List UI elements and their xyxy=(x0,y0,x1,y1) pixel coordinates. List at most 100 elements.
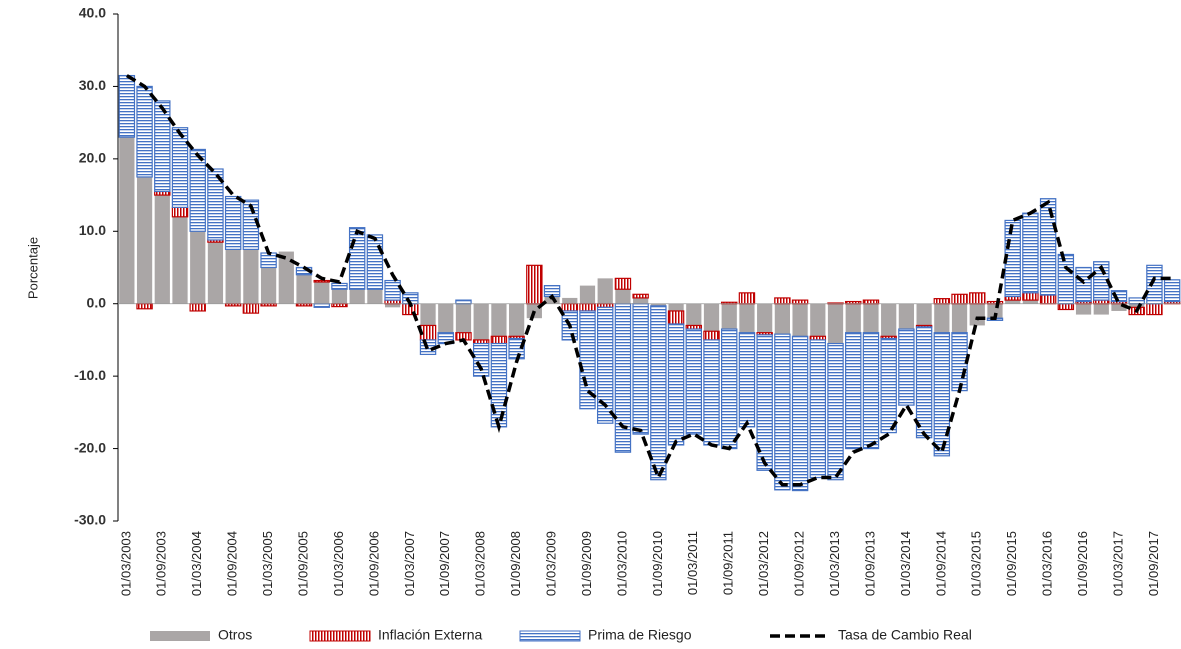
bar-segment xyxy=(916,303,932,326)
bar-segment xyxy=(1022,212,1039,294)
x-tick-label: 01/03/2007 xyxy=(402,531,417,596)
bar-segment xyxy=(703,303,720,332)
x-tick-label: 01/03/2003 xyxy=(118,531,133,596)
bar-segment xyxy=(331,303,348,308)
bar-segment xyxy=(171,206,189,218)
bar-segment xyxy=(667,310,685,325)
bar-segment xyxy=(987,303,1003,319)
y-tick-label: 0.0 xyxy=(87,294,107,310)
bar-segment xyxy=(366,234,384,290)
bar-segment xyxy=(1128,297,1145,305)
bar-segment xyxy=(791,299,809,305)
bar-segment xyxy=(1005,300,1021,304)
bar-segment xyxy=(438,303,454,333)
x-tick-label: 01/09/2009 xyxy=(579,531,594,596)
bar-segment xyxy=(313,303,330,308)
bar-segment xyxy=(562,297,578,304)
bar-segment xyxy=(881,303,897,337)
bar-segment xyxy=(1163,279,1181,303)
x-tick-label: 01/03/2006 xyxy=(331,531,346,596)
bar-segment xyxy=(473,303,489,340)
x-tick-label: 01/09/2011 xyxy=(721,531,736,595)
bar-segment xyxy=(668,303,684,311)
y-tick-label: -30.0 xyxy=(74,512,106,528)
legend-label: Inflación Externa xyxy=(378,627,482,643)
bar-segment xyxy=(136,176,153,304)
bar-segment xyxy=(650,305,667,481)
bar-segment xyxy=(845,303,861,333)
legend-swatch xyxy=(519,630,581,642)
bar-segment xyxy=(1129,303,1145,308)
bar-segment xyxy=(721,303,737,330)
bar-segment xyxy=(296,274,312,304)
bar-segment xyxy=(384,279,401,301)
bar-segment xyxy=(1093,303,1109,315)
x-tick-label: 01/09/2014 xyxy=(933,531,948,596)
bar-segment xyxy=(579,310,596,410)
bar-segment xyxy=(1022,300,1039,304)
bar-segment xyxy=(596,306,614,424)
bar-segment xyxy=(703,339,720,446)
bar-segment xyxy=(845,332,862,450)
bar-segment xyxy=(119,137,135,304)
bar-segment xyxy=(420,303,436,326)
bar-segment xyxy=(721,328,738,450)
legend-label: Prima de Riesgo xyxy=(588,627,692,643)
bar-segment xyxy=(154,195,170,304)
y-tick-label: 20.0 xyxy=(79,150,106,166)
x-tick-label: 01/09/2005 xyxy=(295,531,310,596)
bar-segment xyxy=(1039,294,1057,305)
x-tick-label: 01/03/2004 xyxy=(189,531,204,596)
bar-segment xyxy=(1111,303,1127,311)
bar-segment xyxy=(331,282,348,290)
x-tick-label: 01/09/2016 xyxy=(1075,531,1090,596)
bar-segment xyxy=(242,303,260,314)
bar-segment xyxy=(171,127,189,208)
bar-segment xyxy=(190,231,206,304)
bar-segment xyxy=(810,303,826,337)
x-tick-label: 01/09/2003 xyxy=(154,531,169,596)
bar-segment xyxy=(472,342,490,377)
x-tick-label: 01/03/2016 xyxy=(1040,531,1055,596)
x-tick-label: 01/03/2009 xyxy=(543,531,558,596)
y-tick-label: 30.0 xyxy=(79,77,106,93)
y-tick-label: -10.0 xyxy=(74,367,106,383)
x-tick-label: 01/09/2015 xyxy=(1004,531,1019,596)
x-tick-label: 01/03/2005 xyxy=(260,531,275,596)
bar-segment xyxy=(172,216,188,304)
bar-segment xyxy=(526,264,543,305)
bar-segment xyxy=(348,227,366,290)
bar-segment xyxy=(862,332,880,450)
x-tick-label: 01/09/2017 xyxy=(1146,531,1161,596)
line-series xyxy=(125,74,1173,487)
bar-segment xyxy=(791,335,809,492)
bar-segment xyxy=(260,267,277,304)
legend-swatch xyxy=(150,631,210,641)
x-tick-label: 01/09/2010 xyxy=(650,531,665,596)
bar-segment xyxy=(934,303,950,333)
bar-segment xyxy=(154,100,171,193)
legend-label: Otros xyxy=(218,627,252,643)
bar-segment xyxy=(490,335,508,345)
bar-segment xyxy=(863,303,879,333)
bar-segment xyxy=(384,303,401,308)
bar-segment xyxy=(579,285,596,304)
bar-segment xyxy=(650,303,666,306)
x-tick-label: 01/03/2017 xyxy=(1110,531,1125,596)
bar-segment xyxy=(614,303,632,453)
legend-label: Tasa de Cambio Real xyxy=(838,627,972,643)
bar-segment xyxy=(756,334,773,471)
bar-segment xyxy=(544,296,560,304)
bar-segment xyxy=(207,242,224,304)
bar-segment xyxy=(827,342,844,481)
bar-segment xyxy=(561,303,578,312)
x-tick-label: 01/03/2014 xyxy=(898,531,913,596)
bar-segment xyxy=(739,303,755,333)
bar-segment xyxy=(615,289,631,304)
bar-segment xyxy=(969,292,986,305)
y-tick-label: 40.0 xyxy=(79,5,106,21)
bar-segment xyxy=(809,339,827,479)
bar-segment xyxy=(614,277,632,290)
bar-segment xyxy=(862,299,880,305)
bar-segment xyxy=(313,279,330,283)
